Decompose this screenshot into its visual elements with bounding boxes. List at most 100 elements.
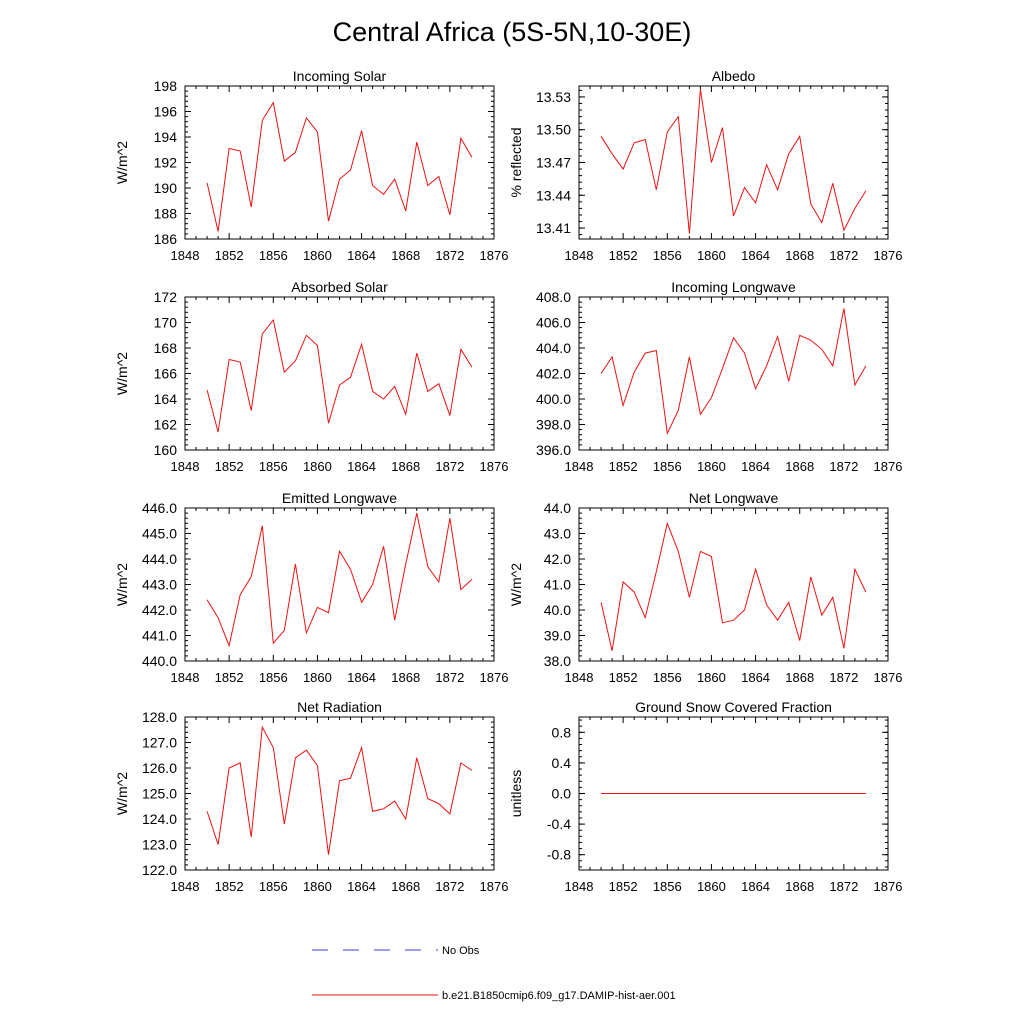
y-tick-label: 164 bbox=[154, 391, 178, 407]
x-tick-label: 1860 bbox=[697, 459, 726, 474]
y-tick-label: 166 bbox=[154, 366, 178, 382]
series-line bbox=[600, 89, 867, 234]
y-tick-label: 172 bbox=[154, 289, 178, 305]
legend-label: No Obs bbox=[442, 945, 480, 957]
y-tick-label: 13.47 bbox=[536, 155, 571, 171]
x-tick-label: 1848 bbox=[171, 248, 200, 263]
x-tick-label: 1860 bbox=[697, 879, 726, 894]
y-tick-label: 13.53 bbox=[536, 89, 571, 105]
x-tick-label: 1868 bbox=[391, 879, 420, 894]
x-tick-label: 1864 bbox=[347, 879, 376, 894]
y-tick-label: 440.0 bbox=[142, 653, 177, 669]
panel-title: Incoming Solar bbox=[293, 68, 387, 84]
x-tick-label: 1876 bbox=[874, 670, 903, 685]
x-tick-label: 1872 bbox=[829, 459, 858, 474]
x-tick-label: 1864 bbox=[741, 670, 770, 685]
x-tick-label: 1848 bbox=[171, 670, 200, 685]
y-tick-label: 44.0 bbox=[544, 500, 571, 516]
y-tick-label: -0.8 bbox=[547, 847, 571, 863]
y-axis-label: W/m^2 bbox=[508, 563, 524, 606]
x-tick-label: 1852 bbox=[215, 459, 244, 474]
panel-title: Net Radiation bbox=[297, 699, 382, 715]
x-tick-label: 1860 bbox=[303, 879, 332, 894]
x-tick-label: 1864 bbox=[347, 459, 376, 474]
y-tick-label: 441.0 bbox=[142, 628, 177, 644]
y-tick-label: 0.4 bbox=[552, 755, 572, 771]
panel: Net Longwave 1848 1852 1856 1860 1864 1868 1872… bbox=[508, 490, 902, 685]
y-tick-label: 125.0 bbox=[142, 786, 177, 802]
series-line bbox=[206, 725, 473, 855]
y-axis-label: W/m^2 bbox=[114, 352, 130, 395]
y-tick-label: 162 bbox=[154, 417, 178, 433]
x-tick-label: 1868 bbox=[391, 459, 420, 474]
x-tick-label: 1864 bbox=[741, 459, 770, 474]
panel: Net Radiation 1848 1852 1856 1860 1864 1868 187… bbox=[114, 699, 508, 894]
x-tick-label: 1872 bbox=[829, 879, 858, 894]
x-tick-label: 1868 bbox=[785, 248, 814, 263]
x-tick-label: 1852 bbox=[609, 670, 638, 685]
x-tick-label: 1848 bbox=[171, 459, 200, 474]
y-tick-label: 43.0 bbox=[544, 526, 571, 542]
y-tick-label: 128.0 bbox=[142, 709, 177, 725]
y-tick-label: 198 bbox=[154, 78, 178, 94]
x-tick-label: 1856 bbox=[259, 670, 288, 685]
series-line bbox=[206, 318, 473, 433]
panel-title: Albedo bbox=[712, 68, 756, 84]
y-tick-label: 190 bbox=[154, 180, 178, 196]
y-tick-label: 41.0 bbox=[544, 577, 571, 593]
series-line bbox=[206, 101, 473, 232]
x-tick-label: 1848 bbox=[565, 459, 594, 474]
y-tick-label: 13.41 bbox=[536, 220, 571, 236]
y-axis-label: W/m^2 bbox=[114, 563, 130, 606]
x-tick-label: 1872 bbox=[435, 459, 464, 474]
x-tick-label: 1856 bbox=[259, 248, 288, 263]
panel-title: Absorbed Solar bbox=[291, 279, 388, 295]
x-tick-label: 1852 bbox=[609, 879, 638, 894]
x-tick-label: 1872 bbox=[435, 879, 464, 894]
y-tick-label: 196 bbox=[154, 104, 178, 120]
x-tick-label: 1872 bbox=[829, 670, 858, 685]
x-tick-label: 1848 bbox=[565, 248, 594, 263]
y-tick-label: 406.0 bbox=[536, 315, 571, 331]
y-tick-label: 443.0 bbox=[142, 577, 177, 593]
panel: Albedo 1848 1852 1856 1860 1864 1868 1872 1876 13… bbox=[508, 68, 902, 263]
y-tick-label: 400.0 bbox=[536, 391, 571, 407]
x-tick-label: 1876 bbox=[874, 248, 903, 263]
x-tick-label: 1872 bbox=[435, 248, 464, 263]
y-tick-label: 188 bbox=[154, 206, 178, 222]
x-tick-label: 1848 bbox=[171, 879, 200, 894]
y-tick-label: 38.0 bbox=[544, 653, 571, 669]
x-tick-label: 1860 bbox=[303, 459, 332, 474]
series-line bbox=[206, 512, 473, 648]
x-tick-label: 1876 bbox=[480, 459, 509, 474]
y-tick-label: 39.0 bbox=[544, 628, 571, 644]
x-tick-label: 1852 bbox=[215, 248, 244, 263]
y-tick-label: 124.0 bbox=[142, 811, 177, 827]
y-tick-label: 127.0 bbox=[142, 735, 177, 751]
y-tick-label: 160 bbox=[154, 442, 178, 458]
x-tick-label: 1856 bbox=[259, 459, 288, 474]
y-axis-label: unitless bbox=[508, 770, 524, 817]
y-tick-label: 170 bbox=[154, 315, 178, 331]
series-line bbox=[600, 308, 867, 436]
x-tick-label: 1852 bbox=[609, 459, 638, 474]
y-tick-label: 408.0 bbox=[536, 289, 571, 305]
y-tick-label: 442.0 bbox=[142, 602, 177, 618]
panel: Incoming Longwave 1848 1852 1856 1860 1864 186… bbox=[536, 279, 903, 474]
y-tick-label: 40.0 bbox=[544, 602, 571, 618]
x-tick-label: 1852 bbox=[215, 670, 244, 685]
x-tick-label: 1860 bbox=[697, 670, 726, 685]
plot-frame bbox=[184, 296, 495, 451]
x-tick-label: 1856 bbox=[259, 879, 288, 894]
legend-label: b.e21.B1850cmip6.f09_g17.DAMIP-hist-aer.… bbox=[442, 990, 676, 1002]
x-tick-label: 1856 bbox=[653, 670, 682, 685]
panel-title: Incoming Longwave bbox=[671, 279, 796, 295]
panel-title: Net Longwave bbox=[689, 490, 779, 506]
x-tick-label: 1860 bbox=[303, 670, 332, 685]
y-tick-label: 186 bbox=[154, 231, 178, 247]
x-tick-label: 1852 bbox=[215, 879, 244, 894]
y-tick-label: 398.0 bbox=[536, 417, 571, 433]
y-tick-label: 446.0 bbox=[142, 500, 177, 516]
series-line bbox=[600, 521, 867, 651]
x-tick-label: 1868 bbox=[785, 670, 814, 685]
